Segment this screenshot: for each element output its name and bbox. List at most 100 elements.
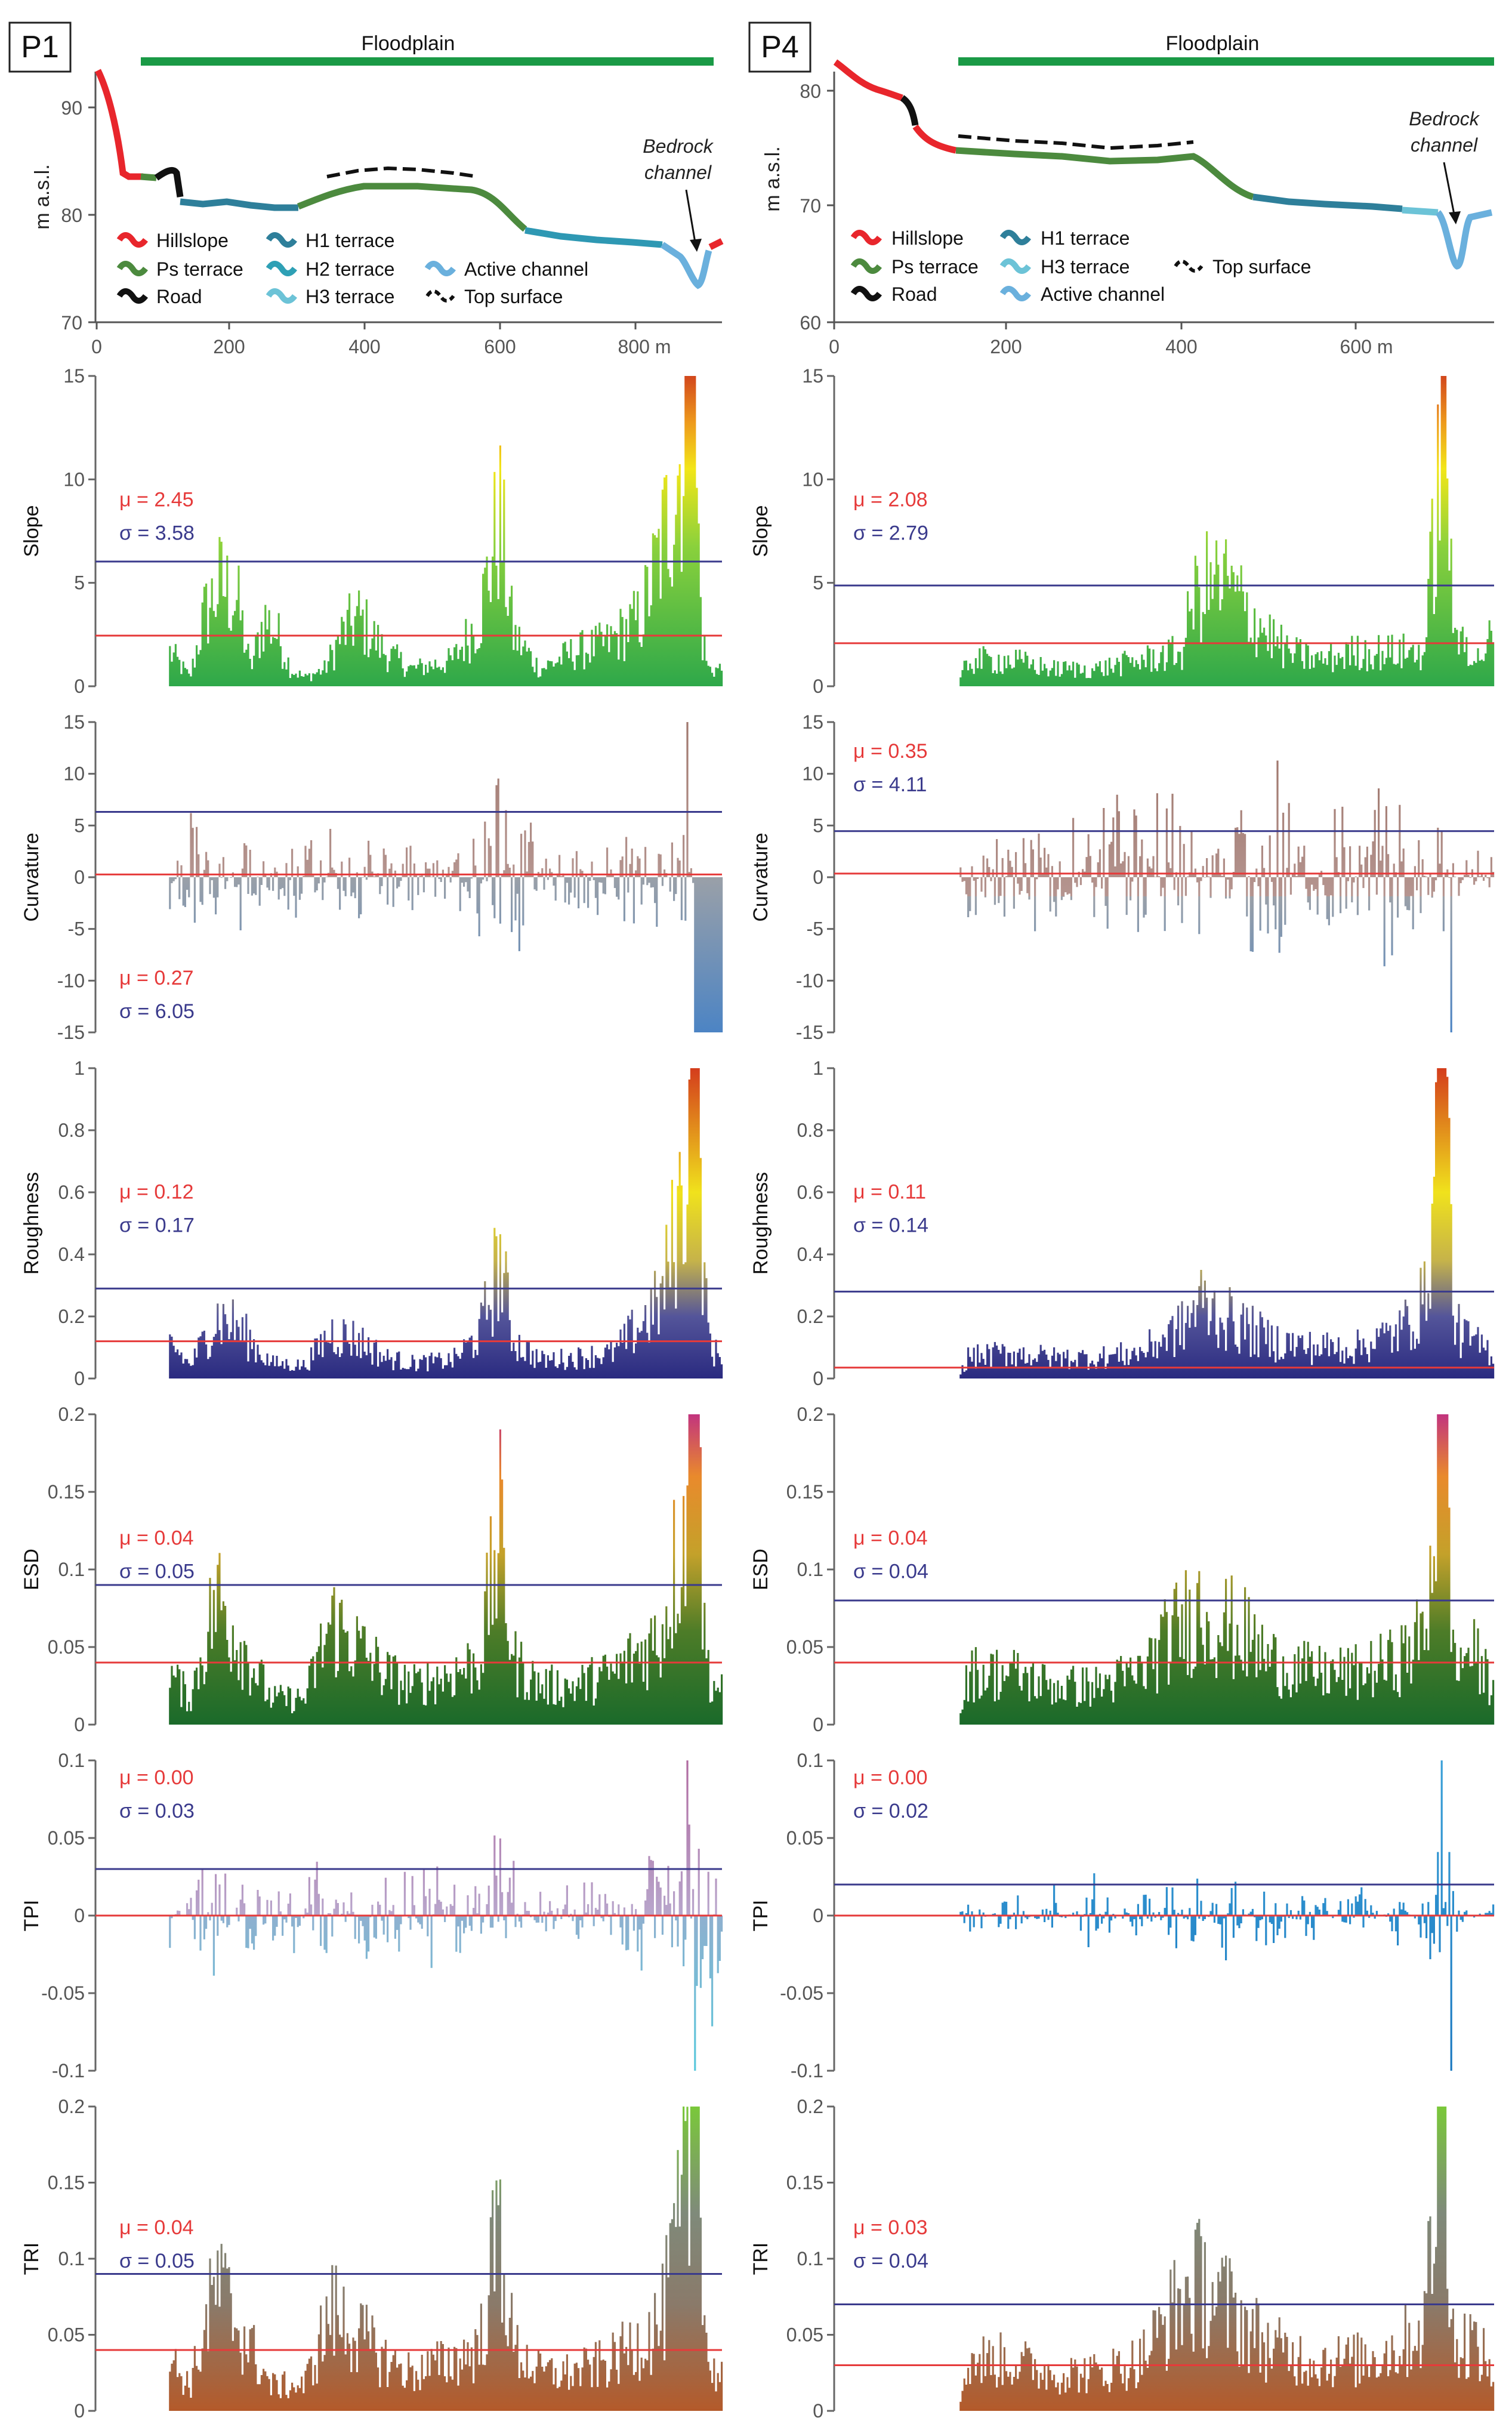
y-tick-label: 15 [63, 711, 85, 733]
y-tick-label: 0.1 [58, 1559, 85, 1580]
p4-annotation-arrowhead [1449, 211, 1461, 224]
axis-label: TPI [20, 1900, 43, 1932]
y-tick-label: 0.05 [786, 1827, 823, 1849]
mean-label: μ = 0.35 [853, 740, 928, 763]
legend-item: Active channel [424, 258, 588, 280]
y-tick-label: -0.05 [780, 1982, 823, 2004]
p4-floodplain-label: Floodplain [1166, 32, 1260, 55]
legend-swatch [999, 258, 1031, 274]
p1-top-surface-line [326, 166, 478, 178]
p4-annotation-arrow-shaft [1443, 162, 1456, 218]
p4-id-label: P4 [761, 30, 799, 64]
std-label: σ = 0.04 [853, 2250, 928, 2272]
mean-label: μ = 0.04 [853, 1526, 928, 1549]
p1-ytick-80: 80 [61, 205, 82, 226]
std-label: σ = 0.05 [119, 2250, 195, 2272]
p4-hillslope-line-2 [912, 124, 957, 154]
legend-swatch [850, 230, 882, 245]
legend-item: Road [116, 286, 202, 307]
y-tick-label: 15 [802, 711, 823, 733]
metric-bars [959, 1760, 1495, 2071]
p1-xtick-200: 200 [213, 336, 245, 357]
p4-h1-terrace-line [1252, 193, 1403, 212]
y-tick-label: -15 [57, 1022, 85, 1043]
y-tick-label: 1 [813, 1057, 823, 1079]
y-tick-label: 0.4 [797, 1244, 823, 1265]
y-tick-label: -0.1 [791, 2060, 823, 2081]
axis-label: ESD [749, 1549, 772, 1590]
p1-h2-terrace-line [524, 227, 663, 248]
axis-label: Curvature [20, 832, 43, 921]
legend-label: Active channel [464, 258, 588, 280]
legend-swatch [850, 258, 882, 274]
y-tick-label: 0.2 [797, 1404, 823, 1425]
y-tick-label: 0 [74, 1714, 85, 1735]
p1-legend: Hillslope Ps terrace Road H1 terrace H2 … [116, 230, 588, 307]
p4-slope-panel: 0 5 10 15 Slope μ = 2.08 σ = 2.79 [749, 365, 1495, 697]
axis-label: TPI [749, 1900, 772, 1932]
p1-bedrock-annotation: Bedrock channel [643, 135, 714, 252]
y-tick-label: 0.6 [58, 1182, 85, 1203]
legend-label: Top surface [464, 286, 563, 307]
p4-ytick-70: 70 [800, 195, 821, 217]
p4-hillslope-line [833, 59, 903, 101]
y-tick-label: 0.1 [797, 1750, 823, 1771]
p1-profile-ylabel: m a.s.l. [31, 164, 54, 230]
y-tick-label: 15 [802, 365, 823, 387]
y-tick-label: 0 [74, 1368, 85, 1389]
metric-bars [959, 2107, 1495, 2411]
metric-bars [169, 722, 723, 1032]
metric-bars [959, 1414, 1495, 1725]
legend-label: Road [156, 286, 202, 307]
mean-label: μ = 0.04 [119, 1526, 194, 1549]
legend-swatch [425, 289, 455, 303]
y-tick-label: 0.15 [786, 1481, 823, 1503]
p4-ytick-80: 80 [800, 81, 821, 102]
y-tick-label: 0.15 [786, 2172, 823, 2194]
y-tick-label: 0 [813, 1905, 823, 1926]
y-tick-label: 0.2 [58, 2096, 85, 2117]
p4-h3-terrace-line [1402, 206, 1439, 216]
legend-swatch [266, 288, 297, 304]
p4-roughness-panel: 0 0.2 0.4 0.6 0.8 1 Roughness μ = 0.11 σ = 0.14 [749, 1057, 1495, 1389]
p1-xtick-600: 600 [484, 336, 516, 357]
y-tick-label: 0.1 [58, 2248, 85, 2269]
p4-xtick-200: 200 [990, 336, 1022, 357]
p1-esd-panel: 0 0.05 0.1 0.15 0.2 ESD μ = 0.04 σ = 0.05 [20, 1404, 723, 1735]
p1-xtick-0: 0 [91, 336, 102, 357]
p4-id-box [748, 21, 811, 73]
metric-bars [959, 1068, 1495, 1378]
y-tick-label: 0.15 [48, 2172, 85, 2194]
y-tick-label: 0 [813, 866, 823, 888]
legend-item: Road [850, 283, 937, 305]
y-tick-label: 1 [74, 1057, 85, 1079]
y-tick-label: 0.2 [58, 1404, 85, 1425]
p1-ytick-70: 70 [61, 312, 82, 334]
y-tick-label: 0 [74, 1905, 85, 1926]
p1-profile-yticks: 70 80 90 [61, 97, 95, 334]
mean-label: μ = 2.08 [853, 488, 928, 511]
p4-legend: Hillslope Ps terrace Road H1 terrace H3 … [850, 227, 1311, 305]
p4-annotation-line1: Bedrock [1409, 108, 1480, 129]
p4-profile: P4 Floodplain m a.s.l. 60 70 80 0 200 40… [748, 21, 1494, 357]
y-tick-label: 5 [813, 815, 823, 836]
axis-label: Slope [20, 505, 43, 557]
y-tick-label: -15 [796, 1022, 823, 1043]
legend-item: Ps terrace [116, 258, 243, 280]
mean-label: μ = 0.11 [853, 1180, 926, 1203]
p1-ytick-90: 90 [61, 97, 82, 119]
legend-label: H1 terrace [1041, 227, 1130, 249]
p1-id-label: P1 [21, 30, 59, 64]
metric-bars [169, 1068, 723, 1378]
legend-swatch [116, 288, 148, 304]
axis-label: ESD [20, 1549, 43, 1590]
y-tick-label: 0.1 [797, 2248, 823, 2269]
y-tick-label: 0 [813, 1714, 823, 1735]
p1-xtick-800: 800 m [618, 336, 671, 357]
legend-label: H1 terrace [306, 230, 394, 251]
std-label: σ = 0.05 [119, 1560, 195, 1583]
legend-swatch [1174, 260, 1204, 273]
axis-label: TRI [20, 2243, 43, 2275]
y-tick-label: 0.05 [786, 2324, 823, 2346]
